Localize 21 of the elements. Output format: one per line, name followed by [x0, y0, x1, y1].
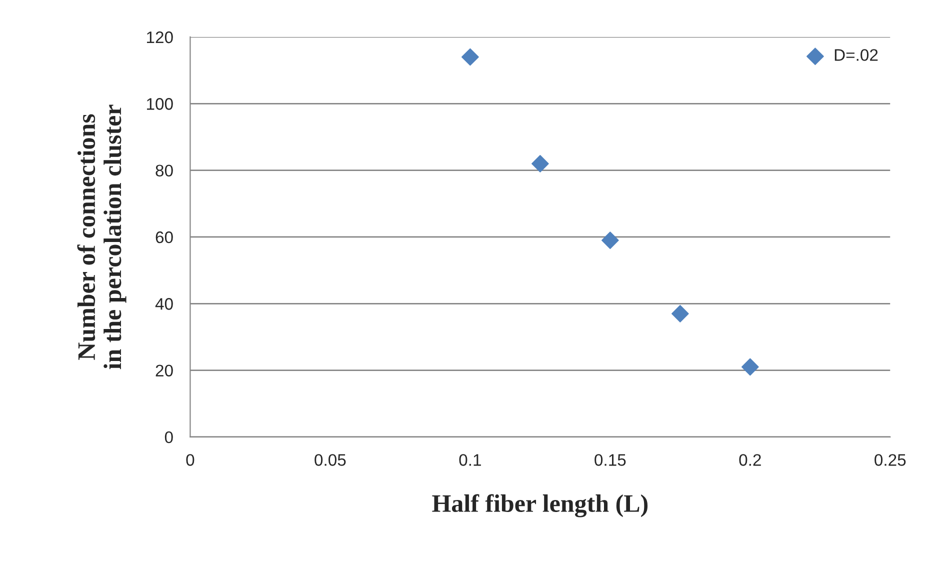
- y-tick-label: 100: [147, 98, 173, 110]
- x-tick-label: 0.2: [739, 454, 761, 466]
- y-tick-label: 40: [155, 298, 173, 310]
- x-axis-title: Half fiber length (L): [432, 494, 648, 518]
- y-axis-title: Number of connections in the percolation cluster: [77, 104, 126, 370]
- x-tick-label: 0.05: [314, 454, 346, 466]
- point: [741, 358, 759, 376]
- y-tick-label: 60: [156, 231, 173, 244]
- x-tick-label: 0: [186, 454, 194, 466]
- point: [671, 304, 689, 322]
- point: [461, 48, 479, 66]
- y-tick-label: 120: [147, 31, 173, 44]
- x-tick-label: 0.25: [874, 454, 906, 466]
- legend-label: D=.02: [834, 49, 878, 61]
- y-tick-label: 0: [164, 431, 173, 444]
- point: [531, 154, 549, 172]
- point: [601, 232, 619, 249]
- x-tick-label: 0.1: [459, 454, 481, 466]
- y-tick-label: 80: [156, 164, 173, 177]
- x-tick-label: 0.15: [594, 454, 626, 466]
- y-tick-label: 20: [156, 364, 173, 377]
